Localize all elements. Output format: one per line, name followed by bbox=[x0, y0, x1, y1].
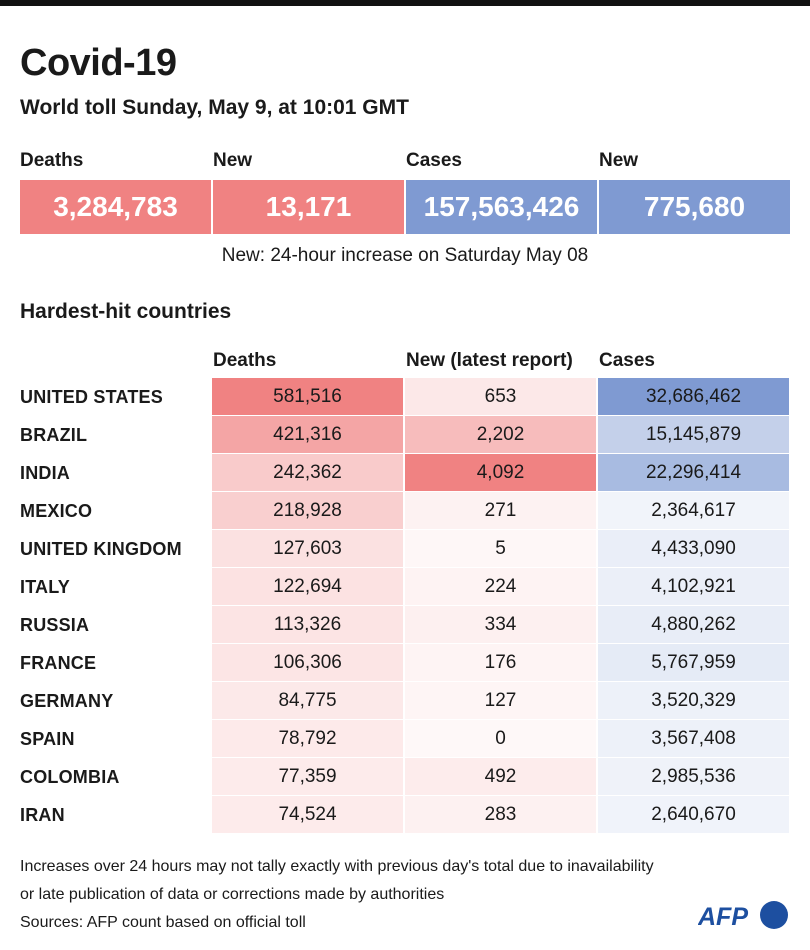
svg-text:AFP: AFP bbox=[698, 903, 748, 931]
kpi-label-deaths: Deaths bbox=[20, 150, 84, 171]
table-row: SPAIN 78,792 0 3,567,408 bbox=[0, 720, 810, 758]
kpi-new-deaths: 13,171 bbox=[213, 180, 404, 234]
kpi-new-cases: 775,680 bbox=[599, 180, 790, 234]
country-name: INDIA bbox=[20, 463, 70, 483]
country-name: GERMANY bbox=[20, 691, 114, 711]
cell-new: 492 bbox=[405, 758, 596, 795]
kpi-deaths: 3,284,783 bbox=[20, 180, 211, 234]
sources: Sources: AFP count based on official tol… bbox=[20, 914, 306, 931]
cell-cases: 2,640,670 bbox=[598, 796, 789, 833]
column-header-new: New (latest report) bbox=[406, 350, 573, 371]
cell-new: 4,092 bbox=[405, 454, 596, 491]
cell-new: 334 bbox=[405, 606, 596, 643]
cell-deaths: 122,694 bbox=[212, 568, 403, 605]
footnote-line-1: Increases over 24 hours may not tally ex… bbox=[20, 858, 654, 875]
cell-new: 127 bbox=[405, 682, 596, 719]
section-title: Hardest-hit countries bbox=[20, 300, 232, 323]
table-row: IRAN 74,524 283 2,640,670 bbox=[0, 796, 810, 834]
cell-cases: 22,296,414 bbox=[598, 454, 789, 491]
table-row: MEXICO 218,928 271 2,364,617 bbox=[0, 492, 810, 530]
cell-deaths: 113,326 bbox=[212, 606, 403, 643]
table-row: COLOMBIA 77,359 492 2,985,536 bbox=[0, 758, 810, 796]
country-name: IRAN bbox=[20, 805, 65, 825]
kpi-label-new-deaths: New bbox=[213, 150, 253, 171]
column-header-deaths: Deaths bbox=[213, 350, 277, 371]
kpi-label-cases: Cases bbox=[406, 150, 462, 171]
cell-new: 653 bbox=[405, 378, 596, 415]
country-name: UNITED STATES bbox=[20, 387, 163, 407]
cell-cases: 2,364,617 bbox=[598, 492, 789, 529]
cell-deaths: 84,775 bbox=[212, 682, 403, 719]
cell-cases: 4,102,921 bbox=[598, 568, 789, 605]
footnote-line-2: or late publication of data or correctio… bbox=[20, 886, 445, 903]
cell-new: 2,202 bbox=[405, 416, 596, 453]
table-row: RUSSIA 113,326 334 4,880,262 bbox=[0, 606, 810, 644]
table-row: UNITED STATES 581,516 653 32,686,462 bbox=[0, 378, 810, 416]
cell-new: 271 bbox=[405, 492, 596, 529]
country-name: BRAZIL bbox=[20, 425, 88, 445]
column-header-cases: Cases bbox=[599, 350, 655, 371]
country-name: SPAIN bbox=[20, 729, 75, 749]
cell-deaths: 218,928 bbox=[212, 492, 403, 529]
table-row: UNITED KINGDOM 127,603 5 4,433,090 bbox=[0, 530, 810, 568]
afp-logo: AFP bbox=[698, 900, 790, 932]
page-title: Covid-19 bbox=[20, 42, 177, 84]
cell-deaths: 106,306 bbox=[212, 644, 403, 681]
cell-new: 283 bbox=[405, 796, 596, 833]
country-name: UNITED KINGDOM bbox=[20, 539, 182, 559]
cell-deaths: 421,316 bbox=[212, 416, 403, 453]
subtitle: World toll Sunday, May 9, at 10:01 GMT bbox=[20, 96, 409, 119]
kpi-label-new-cases: New bbox=[599, 150, 639, 171]
cell-cases: 2,985,536 bbox=[598, 758, 789, 795]
country-name: COLOMBIA bbox=[20, 767, 120, 787]
cell-cases: 32,686,462 bbox=[598, 378, 789, 415]
cell-cases: 5,767,959 bbox=[598, 644, 789, 681]
country-name: FRANCE bbox=[20, 653, 97, 673]
cell-deaths: 74,524 bbox=[212, 796, 403, 833]
cell-cases: 3,567,408 bbox=[598, 720, 789, 757]
cell-deaths: 242,362 bbox=[212, 454, 403, 491]
cell-deaths: 78,792 bbox=[212, 720, 403, 757]
country-name: RUSSIA bbox=[20, 615, 90, 635]
cell-deaths: 77,359 bbox=[212, 758, 403, 795]
country-name: ITALY bbox=[20, 577, 71, 597]
cell-deaths: 581,516 bbox=[212, 378, 403, 415]
country-name: MEXICO bbox=[20, 501, 93, 521]
cell-new: 176 bbox=[405, 644, 596, 681]
table-row: BRAZIL 421,316 2,202 15,145,879 bbox=[0, 416, 810, 454]
cell-new: 0 bbox=[405, 720, 596, 757]
afp-logo-icon: AFP bbox=[698, 901, 788, 931]
cell-cases: 4,433,090 bbox=[598, 530, 789, 567]
table-row: FRANCE 106,306 176 5,767,959 bbox=[0, 644, 810, 682]
cell-new: 5 bbox=[405, 530, 596, 567]
table-row: ITALY 122,694 224 4,102,921 bbox=[0, 568, 810, 606]
cell-new: 224 bbox=[405, 568, 596, 605]
table-row: GERMANY 84,775 127 3,520,329 bbox=[0, 682, 810, 720]
cell-deaths: 127,603 bbox=[212, 530, 403, 567]
kpi-cases: 157,563,426 bbox=[406, 180, 597, 234]
cell-cases: 4,880,262 bbox=[598, 606, 789, 643]
top-bar bbox=[0, 0, 810, 6]
cell-cases: 3,520,329 bbox=[598, 682, 789, 719]
table-row: INDIA 242,362 4,092 22,296,414 bbox=[0, 454, 810, 492]
cell-cases: 15,145,879 bbox=[598, 416, 789, 453]
kpi-note: New: 24-hour increase on Saturday May 08 bbox=[221, 245, 589, 266]
